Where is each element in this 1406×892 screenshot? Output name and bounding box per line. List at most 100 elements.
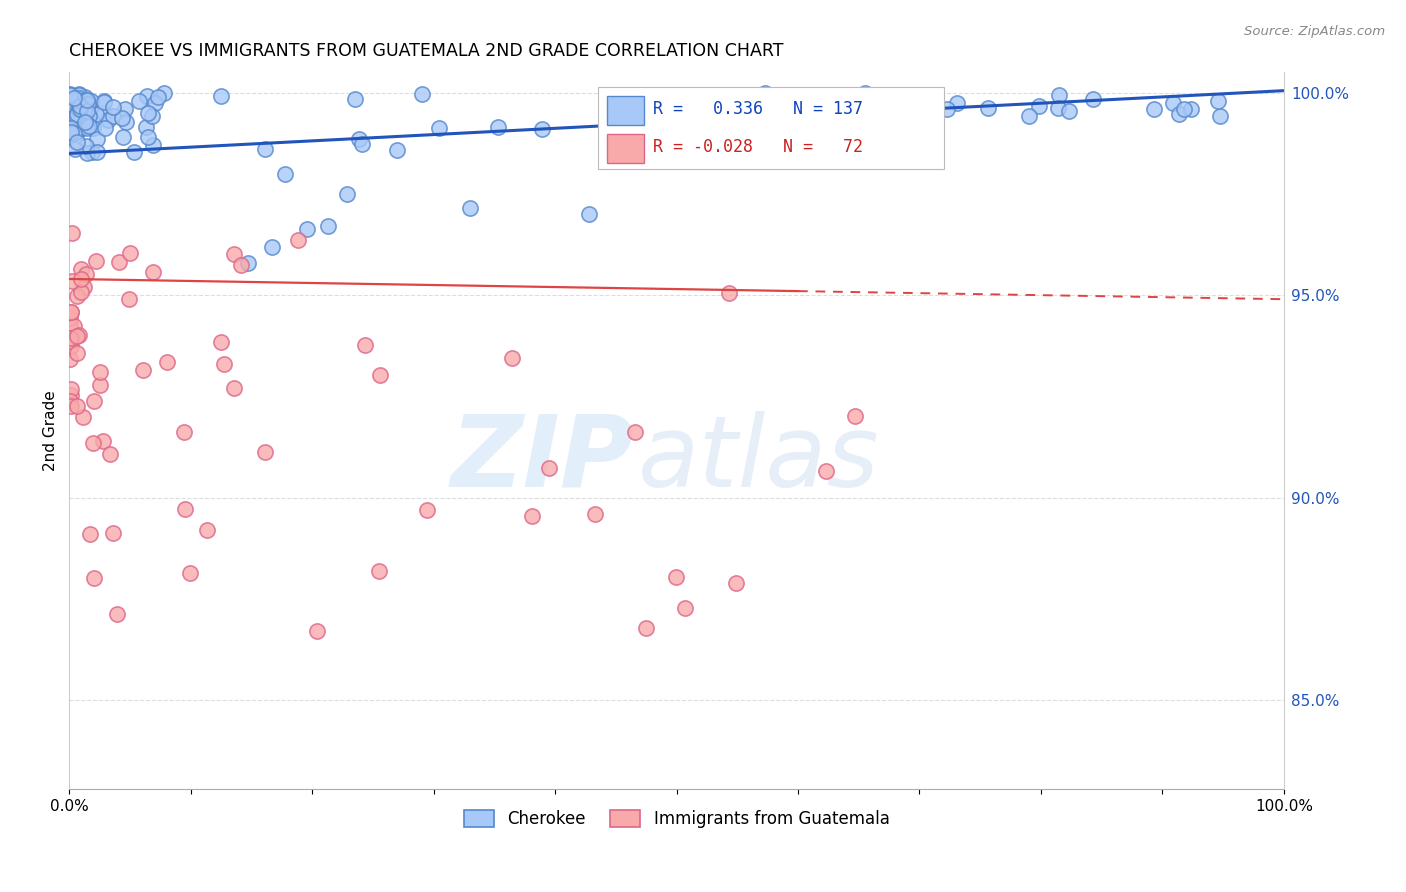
- Point: [59, 334, 82, 348]
- Point: [718, 286, 741, 301]
- Point: [935, 102, 957, 116]
- Point: [86, 132, 108, 146]
- Y-axis label: 2nd Grade: 2nd Grade: [44, 391, 58, 471]
- Point: [153, 86, 176, 100]
- Point: [114, 102, 136, 116]
- Point: [60, 126, 83, 140]
- Point: [75, 92, 97, 106]
- Point: [112, 129, 135, 144]
- Point: [101, 109, 124, 123]
- Point: [67, 99, 90, 113]
- Point: [101, 99, 124, 113]
- Point: [93, 94, 115, 108]
- Point: [1018, 109, 1040, 123]
- Point: [66, 124, 89, 138]
- Point: [91, 434, 114, 448]
- Point: [1047, 101, 1070, 115]
- Point: [66, 346, 89, 360]
- Point: [135, 89, 157, 103]
- Point: [59, 120, 82, 135]
- Point: [120, 245, 142, 260]
- Point: [343, 92, 366, 106]
- Point: [110, 111, 132, 125]
- Point: [60, 105, 83, 120]
- Point: [486, 120, 509, 134]
- Point: [174, 501, 197, 516]
- Point: [80, 98, 103, 112]
- Point: [212, 357, 235, 371]
- Point: [75, 90, 97, 104]
- Point: [844, 409, 866, 424]
- Point: [623, 425, 645, 439]
- Point: [76, 120, 98, 135]
- Point: [665, 570, 688, 584]
- Point: [728, 109, 751, 123]
- Point: [82, 436, 104, 450]
- Point: [921, 88, 943, 103]
- Point: [946, 96, 969, 111]
- Point: [60, 124, 83, 138]
- Point: [70, 285, 93, 299]
- Point: [59, 87, 82, 102]
- Point: [411, 87, 433, 102]
- Point: [59, 107, 82, 121]
- Point: [136, 105, 159, 120]
- Point: [624, 134, 647, 148]
- Point: [65, 136, 87, 150]
- Point: [59, 114, 82, 128]
- Point: [69, 95, 91, 109]
- Point: [853, 87, 876, 101]
- Point: [59, 310, 82, 325]
- Point: [260, 239, 283, 253]
- Point: [287, 234, 309, 248]
- Point: [77, 109, 100, 123]
- Point: [538, 460, 561, 475]
- Point: [501, 351, 523, 365]
- Point: [107, 255, 129, 269]
- Point: [67, 328, 90, 343]
- Point: [60, 388, 83, 402]
- Point: [1028, 99, 1050, 113]
- Point: [60, 382, 83, 396]
- Point: [89, 377, 111, 392]
- Point: [83, 394, 105, 409]
- Point: [98, 447, 121, 461]
- Point: [79, 95, 101, 109]
- Point: [60, 226, 83, 240]
- Point: [69, 99, 91, 113]
- Point: [63, 99, 86, 113]
- Point: [173, 425, 195, 439]
- Point: [60, 274, 83, 288]
- Point: [82, 120, 104, 135]
- Text: atlas: atlas: [638, 411, 879, 508]
- Point: [59, 351, 82, 366]
- Point: [66, 124, 89, 138]
- Point: [59, 88, 82, 103]
- Legend: Cherokee, Immigrants from Guatemala: Cherokee, Immigrants from Guatemala: [457, 803, 896, 835]
- Point: [253, 142, 276, 156]
- Point: [59, 331, 82, 345]
- Point: [72, 120, 94, 134]
- Point: [815, 96, 838, 111]
- Point: [59, 399, 82, 413]
- Point: [224, 381, 246, 395]
- Point: [1209, 109, 1232, 123]
- Point: [307, 624, 329, 639]
- Point: [636, 621, 658, 635]
- Point: [73, 280, 96, 294]
- Point: [65, 109, 87, 123]
- Point: [79, 119, 101, 133]
- Point: [76, 96, 98, 111]
- Point: [62, 120, 84, 135]
- FancyBboxPatch shape: [607, 134, 644, 162]
- Point: [1208, 95, 1230, 109]
- Point: [67, 91, 90, 105]
- Point: [725, 109, 748, 123]
- Point: [59, 394, 82, 409]
- Point: [209, 89, 232, 103]
- Point: [128, 94, 150, 108]
- Point: [69, 261, 91, 276]
- Point: [69, 107, 91, 121]
- Point: [76, 145, 98, 160]
- Point: [114, 114, 136, 128]
